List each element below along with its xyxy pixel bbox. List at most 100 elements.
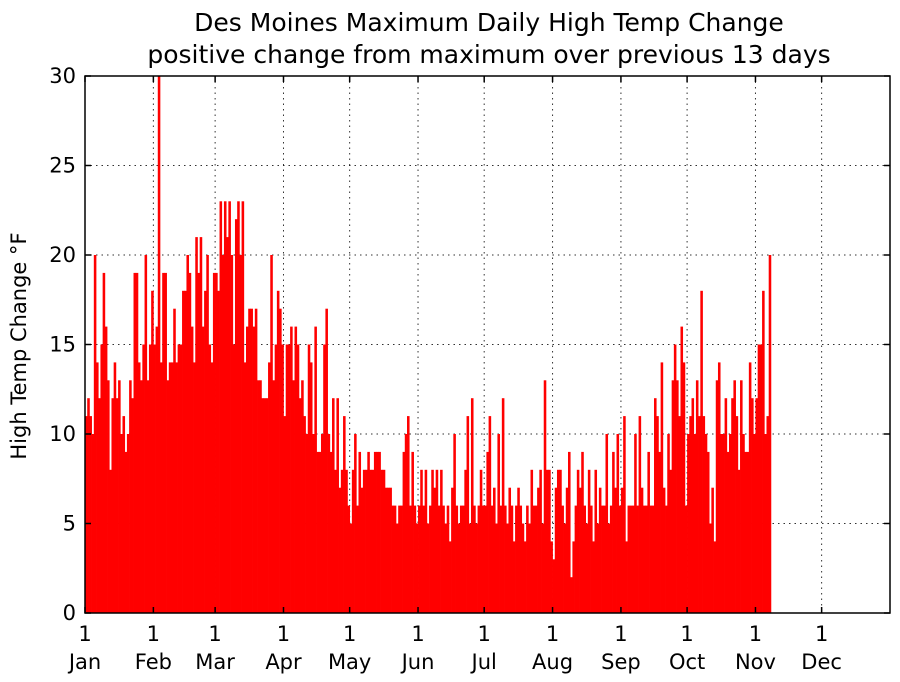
bar bbox=[526, 506, 529, 613]
bar bbox=[352, 470, 355, 613]
x-tick-day-label: 1 bbox=[343, 622, 356, 646]
bar bbox=[184, 291, 187, 613]
bar bbox=[641, 488, 644, 613]
x-tick-month-label: Aug bbox=[532, 650, 573, 674]
bar bbox=[539, 470, 542, 613]
bar bbox=[650, 506, 653, 613]
bar bbox=[751, 398, 754, 613]
bar bbox=[546, 470, 549, 613]
bar bbox=[308, 345, 311, 614]
bar bbox=[762, 291, 765, 613]
bar bbox=[213, 273, 216, 613]
bar bbox=[248, 309, 251, 613]
bar bbox=[314, 327, 317, 613]
bar bbox=[621, 488, 624, 613]
bar bbox=[233, 345, 236, 614]
bar bbox=[425, 470, 428, 613]
bar bbox=[610, 506, 613, 613]
bar bbox=[608, 524, 611, 614]
bar bbox=[414, 506, 417, 613]
bar bbox=[158, 76, 161, 613]
bar bbox=[400, 506, 403, 613]
bar bbox=[482, 506, 485, 613]
bar bbox=[742, 434, 745, 613]
bar bbox=[275, 345, 278, 614]
bar bbox=[460, 506, 463, 613]
bar bbox=[700, 291, 703, 613]
bar bbox=[160, 362, 163, 613]
bar bbox=[605, 434, 608, 613]
y-tick-label: 5 bbox=[63, 512, 76, 536]
bar bbox=[138, 362, 141, 613]
bar bbox=[524, 541, 527, 613]
bar bbox=[217, 291, 220, 613]
x-tick-day-label: 1 bbox=[478, 622, 491, 646]
bar bbox=[533, 506, 536, 613]
bar bbox=[462, 506, 465, 613]
bar bbox=[709, 524, 712, 614]
bar bbox=[612, 452, 615, 613]
bar bbox=[215, 273, 218, 613]
bar bbox=[658, 452, 661, 613]
bar bbox=[361, 488, 364, 613]
x-tick-month-label: Oct bbox=[669, 650, 705, 674]
bar bbox=[436, 470, 439, 613]
bar bbox=[475, 524, 478, 614]
bar bbox=[224, 201, 227, 613]
bar bbox=[288, 345, 291, 614]
bar bbox=[339, 488, 342, 613]
bar bbox=[411, 452, 414, 613]
bar bbox=[334, 470, 337, 613]
bar bbox=[654, 398, 657, 613]
bar bbox=[733, 380, 736, 613]
bar bbox=[385, 488, 388, 613]
bar bbox=[264, 398, 267, 613]
bar bbox=[195, 237, 198, 613]
bar bbox=[555, 488, 558, 613]
bar bbox=[204, 291, 207, 613]
bar bbox=[193, 362, 196, 613]
bar bbox=[718, 362, 721, 613]
bar bbox=[674, 345, 677, 614]
bar bbox=[692, 398, 695, 613]
bar bbox=[387, 488, 390, 613]
bar bbox=[500, 506, 503, 613]
bar bbox=[599, 488, 602, 613]
bar bbox=[378, 452, 381, 613]
bar bbox=[519, 506, 522, 613]
bar bbox=[744, 452, 747, 613]
bar bbox=[116, 398, 119, 613]
bar bbox=[182, 291, 185, 613]
bar bbox=[438, 506, 441, 613]
y-axis-label: High Temp Change °F bbox=[7, 232, 31, 459]
bar bbox=[272, 380, 275, 613]
bar bbox=[636, 506, 639, 613]
bar bbox=[297, 345, 300, 614]
bar bbox=[341, 470, 344, 613]
bar bbox=[142, 345, 145, 614]
bar bbox=[427, 524, 430, 614]
bar bbox=[619, 506, 622, 613]
bar bbox=[134, 273, 137, 613]
bar bbox=[440, 470, 443, 613]
bar bbox=[129, 380, 132, 613]
bar bbox=[711, 488, 714, 613]
bar bbox=[478, 506, 481, 613]
bar bbox=[643, 506, 646, 613]
bar bbox=[301, 380, 304, 613]
bar bbox=[553, 559, 556, 613]
bar bbox=[502, 398, 505, 613]
bar bbox=[299, 398, 302, 613]
bar bbox=[253, 327, 256, 613]
bar bbox=[312, 434, 315, 613]
bar bbox=[281, 345, 284, 614]
bar bbox=[162, 273, 165, 613]
bar bbox=[405, 434, 408, 613]
bar bbox=[753, 434, 756, 613]
bar bbox=[433, 488, 436, 613]
bar bbox=[696, 380, 699, 613]
bar bbox=[105, 327, 108, 613]
bar bbox=[211, 362, 214, 613]
bar bbox=[255, 309, 258, 613]
